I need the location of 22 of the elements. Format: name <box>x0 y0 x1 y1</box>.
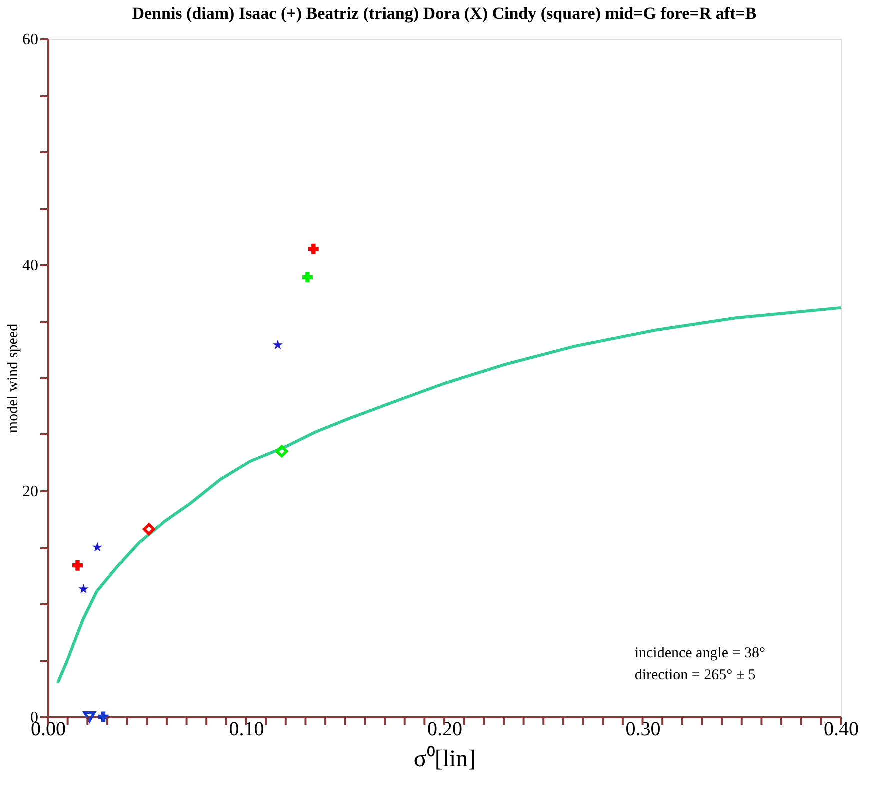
x-tick-label: 0.40 <box>824 718 859 740</box>
x-tick-label: 0.20 <box>428 718 462 740</box>
y-tick-label: 60 <box>22 32 38 48</box>
x-tick-label: 0.10 <box>229 718 264 740</box>
annotation: direction = 265° ± 5 <box>634 668 756 684</box>
point <box>83 711 96 723</box>
point <box>308 244 319 254</box>
point <box>78 584 89 594</box>
y-tick-label: 40 <box>22 258 38 274</box>
point <box>142 523 156 536</box>
chart-title: Dennis (diam) Isaac (+) Beatriz (triang) Dora (X) Cindy (square) mid=G fore=R aft=B <box>132 4 757 23</box>
annotation: incidence angle = 38° <box>634 646 766 662</box>
y-axis-title: model wind speed <box>6 323 22 434</box>
point <box>92 542 103 552</box>
point <box>302 272 313 283</box>
point <box>276 445 288 458</box>
x-tick-label: 0.30 <box>626 718 661 740</box>
line-series <box>56 306 842 685</box>
x-axis-title: σ⁰[lin] <box>414 746 476 772</box>
point <box>72 560 83 571</box>
y-tick-label: 20 <box>22 484 38 500</box>
point <box>272 340 283 350</box>
